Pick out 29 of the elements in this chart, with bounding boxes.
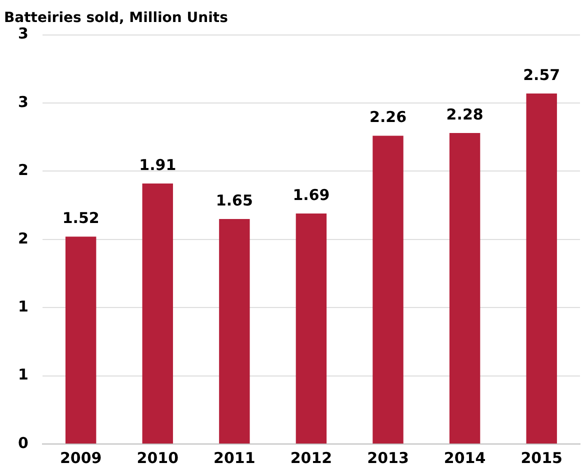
bar — [372, 136, 404, 444]
x-tick-label: 2009 — [60, 448, 102, 467]
bar — [65, 236, 96, 444]
bar — [449, 133, 480, 444]
data-label: 2.57 — [523, 66, 560, 84]
bar — [526, 93, 557, 444]
y-tick-label: 3 — [18, 24, 28, 43]
chart-title: Batteiries sold, Million Units — [4, 10, 228, 26]
x-tick-label: 2010 — [136, 448, 179, 467]
data-label: 1.65 — [216, 191, 253, 210]
data-label: 2.28 — [446, 105, 484, 124]
data-label: 1.52 — [62, 209, 100, 228]
x-tick-label: 2015 — [520, 448, 562, 467]
y-tick-label: 2 — [18, 229, 28, 248]
y-tick-label: 3 — [18, 92, 28, 111]
bar — [142, 183, 173, 444]
x-tick-label: 2013 — [367, 448, 409, 467]
data-label: 1.69 — [292, 186, 330, 204]
y-tick-label: 1 — [18, 297, 28, 316]
data-label: 2.26 — [370, 108, 407, 126]
y-tick-label: 0 — [18, 434, 28, 452]
x-tick-label: 2014 — [444, 448, 486, 467]
bar — [296, 213, 327, 444]
bar — [219, 218, 250, 444]
y-tick-label: 2 — [18, 161, 28, 180]
x-tick-label: 2011 — [214, 448, 256, 467]
x-tick-label: 2012 — [290, 448, 332, 467]
y-tick-label: 1 — [18, 366, 28, 384]
data-label: 1.91 — [139, 156, 176, 174]
